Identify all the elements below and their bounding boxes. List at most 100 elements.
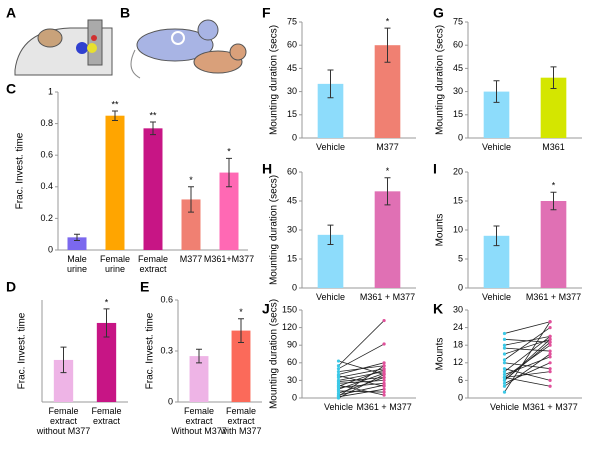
panel-label: C bbox=[6, 81, 16, 97]
bar bbox=[181, 199, 201, 250]
pair-line bbox=[338, 374, 385, 399]
significance-label: * bbox=[386, 166, 390, 176]
error-bar bbox=[188, 186, 194, 213]
point bbox=[548, 367, 552, 371]
panel-label: G bbox=[433, 5, 444, 21]
y-tick-label: 30 bbox=[453, 304, 463, 314]
bar bbox=[374, 191, 401, 288]
error-bar bbox=[550, 191, 557, 211]
point bbox=[382, 383, 386, 387]
point bbox=[548, 378, 552, 382]
point bbox=[502, 331, 507, 336]
x-tick-label: M361 + M377 bbox=[525, 292, 582, 302]
point bbox=[382, 393, 386, 397]
error-bar bbox=[112, 110, 118, 121]
panel-label: E bbox=[140, 279, 149, 295]
x-tick-label: M361+M377 bbox=[203, 254, 255, 264]
point bbox=[336, 389, 341, 393]
point bbox=[382, 387, 386, 391]
y-tick-label: 18 bbox=[453, 340, 463, 350]
y-tick-label: 0 bbox=[168, 396, 173, 406]
point bbox=[502, 375, 507, 380]
y-tick-label: 0 bbox=[458, 282, 463, 292]
error-bar bbox=[384, 177, 391, 206]
pair-line bbox=[338, 368, 385, 378]
x-tick-label: Female urine bbox=[99, 254, 130, 274]
panel-label: B bbox=[120, 5, 130, 21]
y-tick-label: 90 bbox=[287, 340, 297, 350]
y-tick-label: 45 bbox=[287, 195, 297, 205]
significance-label: * bbox=[105, 297, 109, 307]
illustration-b bbox=[130, 19, 247, 79]
error-bar bbox=[196, 348, 202, 364]
error-bar bbox=[103, 308, 110, 338]
significance-label: * bbox=[227, 147, 231, 157]
y-tick-label: 0.2 bbox=[40, 213, 53, 223]
panel-label: D bbox=[6, 279, 16, 295]
point bbox=[336, 396, 341, 400]
bar bbox=[231, 330, 251, 402]
point bbox=[502, 378, 507, 382]
x-tick-label: M361 bbox=[542, 142, 565, 152]
y-tick-label: 75 bbox=[453, 16, 463, 26]
y-tick-label: 45 bbox=[453, 63, 463, 73]
point bbox=[548, 370, 552, 374]
pair-line bbox=[338, 384, 385, 396]
point bbox=[502, 346, 507, 350]
y-tick-label: 1 bbox=[48, 86, 53, 96]
y-axis-label: Mounts bbox=[435, 338, 446, 371]
y-tick-label: 0.4 bbox=[40, 181, 53, 191]
error-bar bbox=[493, 225, 500, 247]
y-axis-label: Mounting duration (secs) bbox=[269, 299, 280, 409]
point bbox=[548, 352, 552, 356]
y-tick-label: 0 bbox=[292, 132, 297, 142]
point bbox=[502, 343, 507, 347]
error-bar bbox=[150, 121, 156, 136]
y-tick-label: 0 bbox=[292, 392, 297, 402]
error-bar bbox=[493, 80, 500, 103]
pair-line bbox=[338, 320, 385, 367]
significance-label: * bbox=[239, 307, 243, 317]
point bbox=[382, 375, 386, 380]
y-tick-label: 10 bbox=[453, 224, 463, 234]
pair-line bbox=[504, 321, 551, 334]
bar bbox=[219, 172, 239, 250]
point bbox=[548, 355, 552, 359]
y-tick-label: 0.8 bbox=[40, 118, 53, 128]
y-tick-label: 0 bbox=[458, 132, 463, 142]
x-tick-label: Vehicle bbox=[481, 142, 512, 152]
y-tick-label: 12 bbox=[453, 357, 463, 367]
point bbox=[336, 370, 341, 374]
error-bar bbox=[226, 157, 232, 188]
y-tick-label: 60 bbox=[287, 357, 297, 367]
x-tick-label: M377 bbox=[179, 254, 203, 264]
panel-label: A bbox=[6, 5, 16, 21]
pair-line bbox=[338, 377, 385, 394]
illustration-a bbox=[14, 19, 113, 76]
y-axis-label: Mounts bbox=[435, 214, 446, 247]
y-tick-label: 60 bbox=[287, 40, 297, 50]
point bbox=[382, 390, 386, 394]
error-bar bbox=[327, 224, 334, 245]
bar bbox=[189, 356, 209, 402]
point bbox=[336, 367, 341, 371]
y-tick-label: 75 bbox=[287, 16, 297, 26]
point bbox=[336, 359, 341, 363]
pair-line bbox=[338, 380, 385, 384]
y-tick-label: 20 bbox=[453, 166, 463, 176]
x-tick-label: M377 bbox=[376, 142, 399, 152]
point bbox=[336, 383, 341, 387]
panel-label: J bbox=[262, 301, 270, 317]
pair-line bbox=[338, 369, 385, 387]
significance-label: ** bbox=[111, 99, 119, 109]
point bbox=[502, 358, 507, 362]
bar bbox=[67, 237, 87, 250]
point bbox=[502, 367, 507, 371]
pair-line bbox=[504, 368, 551, 381]
panel-label: I bbox=[433, 161, 437, 177]
pair-line bbox=[338, 388, 385, 398]
panel-label: K bbox=[433, 301, 443, 317]
y-tick-label: 0.3 bbox=[160, 345, 173, 355]
point bbox=[382, 342, 386, 346]
